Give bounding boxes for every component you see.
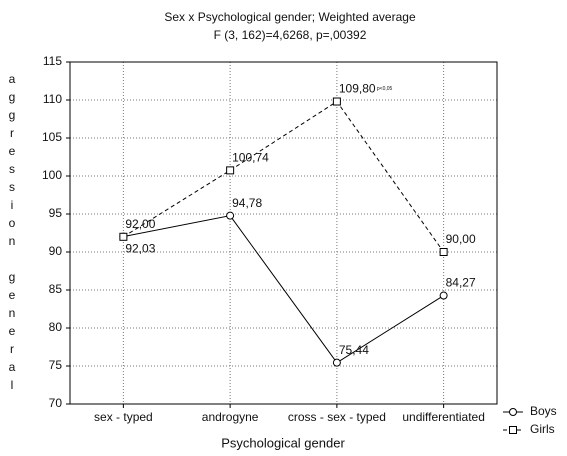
series-line — [123, 215, 444, 364]
marker-circle — [509, 408, 517, 416]
data-label: 94,78 — [232, 196, 262, 210]
marker-square — [439, 248, 448, 256]
chart-title: Sex x Psychological gender; Weighted ave… — [164, 10, 416, 24]
y-tick-label: 115 — [43, 54, 62, 68]
marker-square — [119, 232, 128, 241]
x-tick-label: sex - typed — [94, 410, 153, 424]
x-tick-label: androgyne — [202, 410, 259, 424]
data-label: 75,44 — [339, 343, 369, 357]
marker-circle — [332, 358, 341, 367]
series-line — [123, 100, 445, 253]
x-axis-label: Psychological gender — [221, 435, 345, 450]
y-tick-label: 85 — [49, 282, 63, 296]
y-tick-label: 90 — [49, 244, 63, 258]
data-label: 84,27 — [446, 276, 476, 290]
marker-circle — [226, 211, 235, 220]
y-tick-label: 80 — [49, 320, 63, 334]
y-tick-label: 75 — [49, 358, 63, 372]
data-label: 90,00 — [446, 232, 476, 246]
y-tick-label: 105 — [42, 130, 62, 144]
annotation: p<0,05 — [377, 86, 393, 92]
x-tick-label: cross - sex - typed — [288, 410, 386, 424]
legend-label: Girls — [530, 422, 555, 436]
y-tick-label: 100 — [42, 168, 62, 182]
data-label: 92,03 — [125, 242, 155, 256]
plot-frame — [69, 61, 498, 405]
marker-square — [226, 166, 235, 175]
y-tick-label: 70 — [49, 396, 63, 410]
data-label: 109,80 — [339, 82, 376, 96]
marker-circle — [439, 291, 448, 300]
chart-subtitle: F (3, 162)=4,6268, p=,00392 — [214, 28, 367, 42]
marker-square — [509, 426, 517, 434]
legend-label: Boys — [530, 404, 557, 418]
data-label: 100,74 — [232, 151, 269, 165]
y-tick-label: 110 — [43, 92, 62, 106]
data-label: 92,00 — [125, 217, 155, 231]
y-axis-label: aggression general — [5, 72, 19, 396]
x-tick-label: undifferentiated — [402, 410, 485, 424]
y-tick-label: 95 — [49, 206, 63, 220]
marker-square — [332, 97, 341, 106]
